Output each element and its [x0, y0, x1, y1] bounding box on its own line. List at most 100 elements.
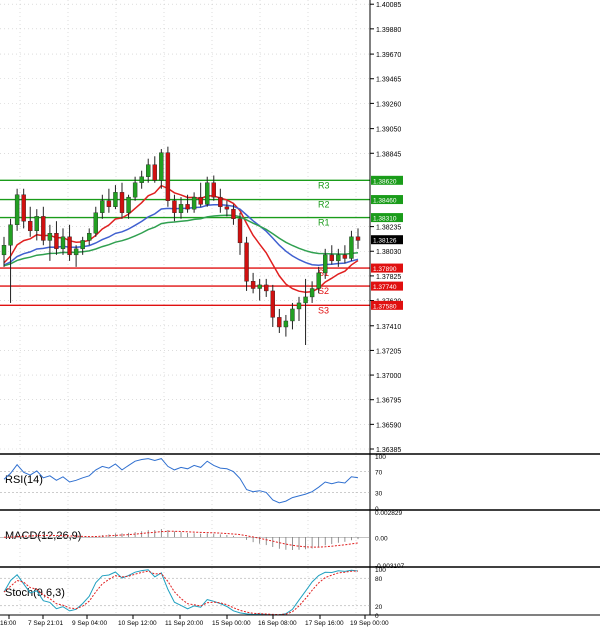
time-tick-label: 11 Sep 20:00 — [165, 620, 204, 627]
candle-body — [349, 236, 354, 259]
candle-body — [113, 192, 118, 207]
candle-body — [172, 200, 177, 213]
level-price-box — [371, 281, 403, 291]
price-tick-label: 1.38030 — [376, 249, 401, 256]
level-name-r1: R1 — [318, 218, 330, 228]
price-tick-label: 1.40085 — [376, 2, 401, 9]
price-tick-label: 1.38235 — [376, 225, 401, 232]
time-tick-label: 10 Sep 12:00 — [118, 620, 157, 627]
candle-body — [106, 200, 112, 207]
indicator-name: RSI(14) — [5, 474, 43, 486]
price-tick-label: 1.37205 — [376, 348, 401, 355]
time-tick-label: 17 Sep 16:00 — [305, 620, 344, 627]
candle-body — [329, 254, 334, 262]
candle-body — [73, 248, 79, 256]
indicator-tick-label: 0 — [375, 613, 379, 620]
candle-body — [87, 233, 92, 241]
level-price-label: 1.38620 — [373, 178, 397, 185]
level-price-box — [371, 263, 403, 273]
level-price-box — [371, 175, 403, 185]
candle-body — [178, 204, 184, 213]
indicator-tick-label: 100 — [375, 567, 386, 574]
time-tick-label: 15 Sep 00:00 — [212, 620, 251, 627]
price-tick-label: 1.39670 — [376, 52, 401, 59]
level-price-box — [371, 195, 403, 205]
price-tick-label: 1.36385 — [376, 447, 401, 454]
price-tick-label: 1.38845 — [376, 151, 401, 158]
candle-body — [100, 200, 105, 213]
candle-body — [47, 233, 53, 241]
candle-body — [119, 192, 125, 213]
candle-body — [8, 224, 13, 246]
indicator-panels: 10070300RSI(14)0.0028290.00-0.003107MACD… — [0, 453, 600, 620]
candlesticks — [1, 146, 361, 346]
candle-body — [283, 320, 289, 328]
candle-body — [21, 194, 26, 222]
level-price-label: 1.37890 — [373, 266, 397, 273]
chart-grid — [0, 0, 370, 615]
candle-body — [198, 196, 203, 205]
level-name-r3: R3 — [318, 180, 330, 190]
level-price-box — [371, 213, 403, 223]
time-tick-label: 16:00 — [0, 620, 17, 627]
level-price-label: 1.38310 — [373, 216, 397, 223]
level-name-r2: R2 — [318, 200, 330, 210]
time-tick-label: 7 Sep 21:01 — [28, 620, 63, 627]
indicator-tick-label: 30 — [375, 490, 383, 497]
candle-body — [93, 212, 98, 234]
stoch-d-line — [3, 570, 359, 616]
level-name-s2: S2 — [318, 286, 329, 296]
candle-body — [54, 233, 59, 250]
candle-body — [139, 176, 144, 183]
candle-body — [270, 290, 275, 318]
indicator-tick-label: 70 — [375, 470, 383, 477]
price-axis: 1.40085 1.39880 1.39670 1.39465 1.39260 1.390… — [369, 0, 403, 615]
candle-body — [205, 182, 210, 205]
candle-body — [41, 216, 46, 241]
price-tick-label: 1.39465 — [376, 77, 401, 84]
candle-body — [296, 302, 302, 310]
indicator-tick-label: 20 — [375, 604, 383, 611]
price-tick-label: 1.39880 — [376, 27, 401, 34]
candle-body — [152, 164, 157, 181]
candle-body — [67, 236, 72, 256]
candle-body — [60, 236, 66, 250]
price-tick-label: 1.39260 — [376, 101, 401, 108]
candle-body — [257, 284, 262, 289]
candle-body — [224, 206, 230, 210]
time-tick-label: 9 Sep 04:00 — [72, 620, 107, 627]
level-price-label: 1.37580 — [373, 303, 397, 310]
indicator-tick-label: 0.00 — [375, 535, 388, 542]
candle-body — [355, 236, 361, 241]
indicator-tick-label: 80 — [375, 576, 383, 583]
candle-body — [336, 254, 341, 262]
candle-body — [264, 284, 269, 292]
price-tick-label: 1.37825 — [376, 274, 401, 281]
candle-body — [28, 220, 33, 232]
candle-body — [191, 196, 197, 210]
candle-body — [309, 288, 315, 298]
indicator-tick-label: 100 — [375, 454, 386, 461]
candle-body — [1, 245, 7, 256]
level-price-label: 1.38460 — [373, 198, 397, 205]
price-tick-label: 1.36590 — [376, 422, 401, 429]
current-price-label: 1.38126 — [373, 238, 397, 245]
current-price-box — [371, 235, 403, 245]
candle-body — [159, 152, 164, 181]
price-tick-label: 1.39050 — [376, 127, 401, 134]
level-price-label: 1.37740 — [373, 284, 397, 291]
candle-body — [146, 164, 151, 177]
candle-body — [165, 152, 171, 201]
candle-body — [218, 196, 223, 207]
candle-body — [132, 182, 138, 198]
price-tick-label: 1.37000 — [376, 373, 401, 380]
candle-body — [34, 216, 39, 232]
candle-body — [250, 281, 256, 289]
candle-body — [290, 308, 295, 322]
candle-body — [303, 296, 308, 304]
candle-body — [14, 194, 20, 225]
candle-body — [126, 196, 131, 213]
candle-body — [244, 242, 249, 282]
time-tick-label: 19 Sep 00:00 — [350, 620, 389, 627]
